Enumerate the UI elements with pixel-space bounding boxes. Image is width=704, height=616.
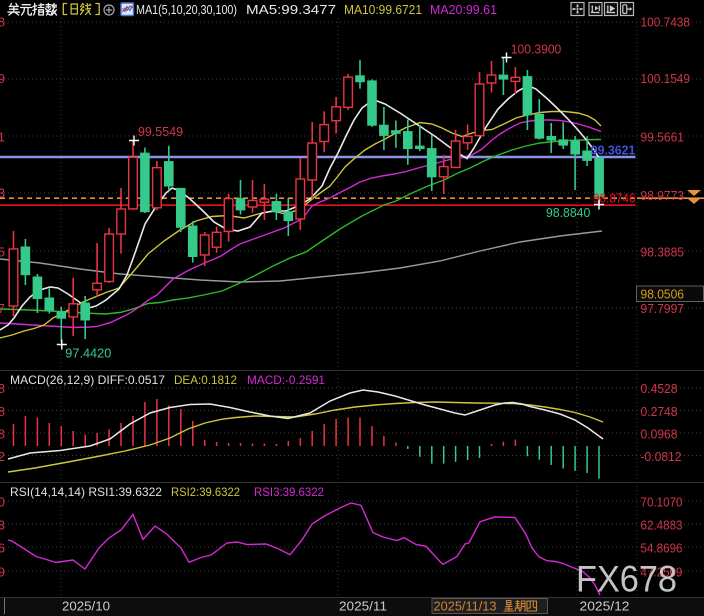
svg-text:99.5549: 99.5549 [138,124,183,139]
svg-text:8: 8 [0,426,5,441]
svg-text:3: 3 [0,186,5,201]
svg-text:8: 8 [0,14,5,29]
svg-text:2: 2 [0,449,5,464]
svg-text:0.2748: 0.2748 [641,404,678,419]
svg-text:54.8696: 54.8696 [641,540,683,555]
svg-text:100.3900: 100.3900 [511,42,562,57]
svg-text:9: 9 [0,564,5,579]
svg-text:FX678: FX678 [576,559,677,600]
svg-text:MA20:99.61: MA20:99.61 [430,3,497,17]
svg-text:MACD:-0.2591: MACD:-0.2591 [247,373,325,387]
svg-text:6: 6 [0,540,5,555]
svg-text:98.8840: 98.8840 [546,205,590,220]
svg-text:2025/11/13: 2025/11/13 [434,600,497,614]
svg-text:7: 7 [0,301,5,316]
svg-text:97.7997: 97.7997 [641,301,685,316]
svg-text:100.1549: 100.1549 [641,71,691,86]
svg-text:99.5661: 99.5661 [641,129,685,144]
svg-text:2025/12: 2025/12 [580,600,630,614]
svg-text:2025/10: 2025/10 [62,600,110,614]
svg-text:98.8746: 98.8746 [593,191,636,206]
svg-text:MA5:99.3477: MA5:99.3477 [246,3,336,17]
svg-text:47.2509: 47.2509 [641,564,683,579]
svg-text:98.3885: 98.3885 [641,245,685,260]
svg-text:RSI2:39.6322: RSI2:39.6322 [171,485,240,499]
svg-text:8: 8 [0,381,5,396]
svg-text:DEA:0.1812: DEA:0.1812 [174,373,237,387]
svg-text:0: 0 [0,494,5,509]
svg-text:0.0968: 0.0968 [641,426,678,441]
svg-text:8: 8 [0,404,5,419]
svg-text:-0.0812: -0.0812 [641,449,682,464]
svg-text:62.4883: 62.4883 [641,517,683,532]
svg-text:5: 5 [0,245,5,260]
svg-text:0.4528: 0.4528 [641,381,678,396]
svg-text:97.4420: 97.4420 [65,346,111,361]
svg-text:MA1(5,10,20,30,100): MA1(5,10,20,30,100) [136,3,237,17]
svg-text:RSI3:39.6322: RSI3:39.6322 [254,485,324,499]
svg-text:99.3621: 99.3621 [591,142,636,157]
svg-text:100.7438: 100.7438 [641,14,691,29]
svg-text:RSI(14,14,14) RSI1:39.6322: RSI(14,14,14) RSI1:39.6322 [10,485,162,499]
svg-text:MA10:99.6721: MA10:99.6721 [344,3,422,17]
svg-text:98.0506: 98.0506 [641,287,685,302]
svg-text:2025/11: 2025/11 [339,600,387,614]
svg-text:3: 3 [0,517,5,532]
svg-text:70.1070: 70.1070 [641,494,683,509]
svg-text:MACD(26,12,9) DIFF:0.0517: MACD(26,12,9) DIFF:0.0517 [10,373,165,387]
svg-text:9: 9 [0,71,5,86]
svg-text:1: 1 [0,129,5,144]
svg-text:98.9773: 98.9773 [641,188,685,203]
